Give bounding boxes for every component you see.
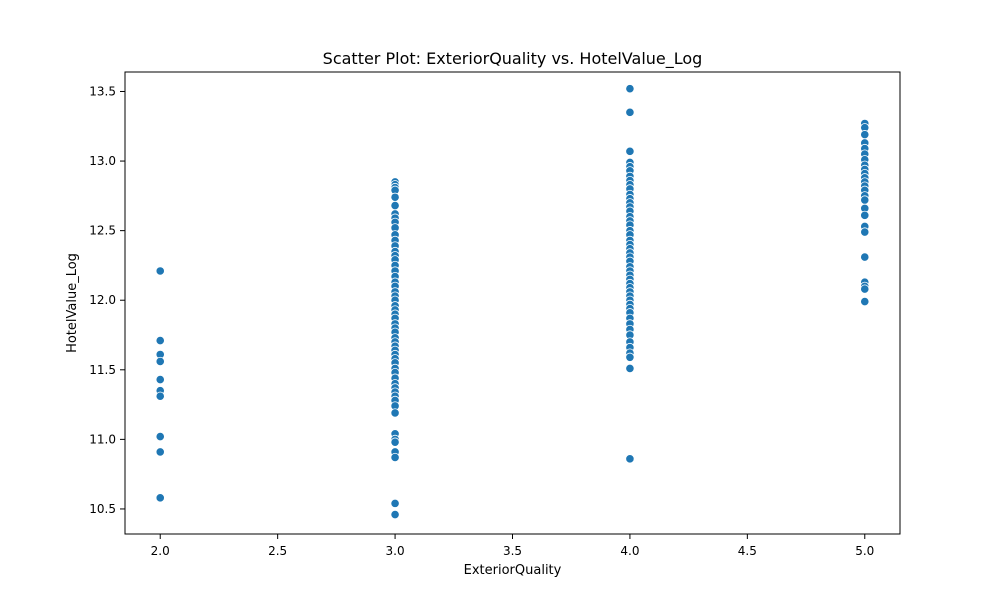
scatter-point [390, 192, 400, 202]
scatter-point [860, 227, 870, 237]
scatter-point [390, 509, 400, 520]
scatter-point [625, 363, 635, 374]
x-axis-label: ExteriorQuality [464, 563, 562, 578]
scatter-point [860, 210, 870, 220]
scatter-point [625, 352, 635, 362]
y-tick-label: 13.0 [89, 154, 116, 168]
scatter-point [390, 452, 400, 463]
y-tick-label: 13.5 [89, 84, 116, 98]
scatter-point [860, 130, 870, 140]
y-tick-label: 11.5 [89, 363, 116, 377]
y-tick-label: 11.0 [89, 432, 116, 446]
scatter-point [155, 391, 165, 401]
y-axis-label: HotelValue_Log [65, 253, 80, 353]
scatter-point [155, 266, 165, 276]
scatter-point [625, 146, 635, 156]
scatter-point [625, 107, 635, 117]
scatter-point [155, 335, 165, 346]
scatter-point [390, 437, 400, 447]
x-tick-label: 2.5 [268, 544, 287, 558]
scatter-point [860, 297, 870, 307]
scatter-point [155, 493, 165, 503]
scatter-point [860, 252, 870, 262]
x-tick-label: 3.5 [503, 544, 522, 558]
scatter-point [625, 84, 635, 94]
scatter-point [860, 195, 870, 205]
scatter-point [155, 356, 165, 367]
y-tick-label: 12.5 [89, 224, 116, 238]
scatter-point [390, 408, 400, 418]
x-tick-label: 5.0 [855, 544, 874, 558]
scatter-point [390, 498, 400, 508]
x-tick-label: 2.0 [151, 544, 170, 558]
chart-title: Scatter Plot: ExteriorQuality vs. HotelV… [323, 49, 703, 69]
x-tick-label: 3.0 [386, 544, 405, 558]
scatter-point [155, 447, 165, 457]
y-tick-label: 10.5 [89, 502, 116, 516]
scatter-point [860, 284, 870, 294]
y-axis-ticks: 10.5 11.0 11.5 12.0 12.5 13.0 13.5 [89, 84, 125, 516]
scatter-point [625, 454, 635, 464]
points-layer [155, 84, 870, 520]
scatter-point [390, 200, 400, 211]
x-axis-ticks: 2.0 2.5 3.0 3.5 4.0 4.5 5.0 [151, 534, 874, 558]
scatter-point [155, 431, 165, 442]
x-tick-label: 4.5 [738, 544, 757, 558]
scatter-point [155, 374, 165, 385]
y-tick-label: 12.0 [89, 293, 116, 307]
x-tick-label: 4.0 [620, 544, 639, 558]
